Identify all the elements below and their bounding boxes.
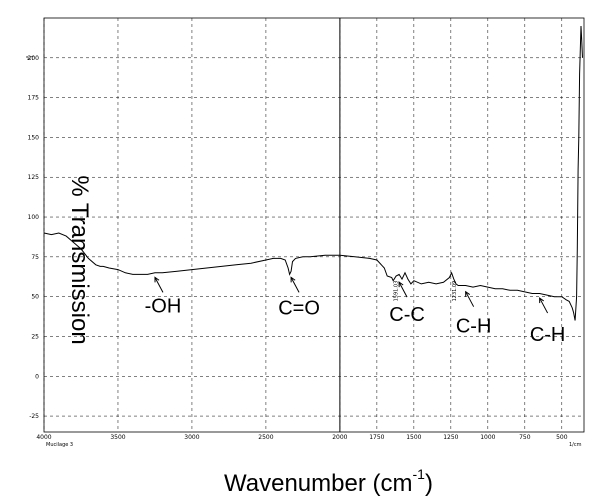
x-tick-label: 2500 <box>258 434 273 441</box>
annotation-arrowhead <box>465 290 471 297</box>
x-tick-label: 4000 <box>36 434 51 441</box>
annotations: -OH C=O C-C C-H C-H 1591.03 1231.09 <box>145 276 566 346</box>
y-tick-label: 200 <box>28 55 40 62</box>
x-tick-label: 3500 <box>110 434 125 441</box>
y-tick-label: 175 <box>28 95 40 102</box>
annotation-arrowhead <box>539 297 545 304</box>
annotation-arrow <box>539 297 549 314</box>
x-tick-label: 750 <box>519 434 531 441</box>
annotation-label: C-H <box>530 324 566 346</box>
annotation-arrow <box>465 291 475 307</box>
peak-label: 1591.03 <box>394 281 400 302</box>
peak-label: 1231.09 <box>452 281 458 302</box>
plot-frame <box>43 17 585 433</box>
x-tick-label: 3000 <box>184 434 199 441</box>
y-tick-label: 25 <box>31 333 39 340</box>
y-extra-label: %T <box>26 56 35 62</box>
y-axis-title: % Transmission <box>66 175 93 344</box>
annotation-arrowhead <box>290 276 296 283</box>
y-tick-label: 150 <box>28 134 40 141</box>
annotation-arrow <box>290 277 300 293</box>
x-unit-label: 1/cm <box>569 442 582 448</box>
y-tick-label: 50 <box>31 294 39 301</box>
sample-label: Mucilage 3 <box>46 442 73 448</box>
x-tick-label: 1000 <box>480 434 495 441</box>
annotation-arrowhead <box>154 276 160 283</box>
annotation-label: C-C <box>389 304 425 326</box>
annotation-label: -OH <box>145 295 182 317</box>
x-axis-title-close: ) <box>425 470 433 497</box>
x-tick-label: 1250 <box>443 434 458 441</box>
annotation-label: C=O <box>278 297 320 319</box>
y-tick-label: 75 <box>31 254 39 261</box>
y-tick-label: 125 <box>28 174 40 181</box>
annotation-arrow <box>154 277 164 293</box>
tick-labels: 4000 3500 3000 2500 2000 1750 1500 1250 1000 750 5… <box>28 55 568 441</box>
x-tick-label: 1750 <box>369 434 384 441</box>
y-tick-label: 0 <box>35 373 39 380</box>
grid-lines <box>43 18 584 432</box>
annotation-arrowhead <box>398 281 404 288</box>
spectrum-series <box>43 25 583 321</box>
y-tick-label: -25 <box>29 413 39 420</box>
x-axis-title-main: Wavenumber (cm <box>224 470 412 497</box>
spectrum-line <box>43 25 583 321</box>
x-tick-label: 2000 <box>332 434 347 441</box>
x-axis-title: Wavenumber (cm-1) <box>224 466 433 497</box>
x-tick-label: 1500 <box>406 434 421 441</box>
x-axis-title-sup: -1 <box>412 466 425 482</box>
annotation-arrow <box>398 281 408 298</box>
y-tick-label: 100 <box>28 214 40 221</box>
x-tick-label: 500 <box>556 434 568 441</box>
annotation-label: C-H <box>456 316 492 338</box>
